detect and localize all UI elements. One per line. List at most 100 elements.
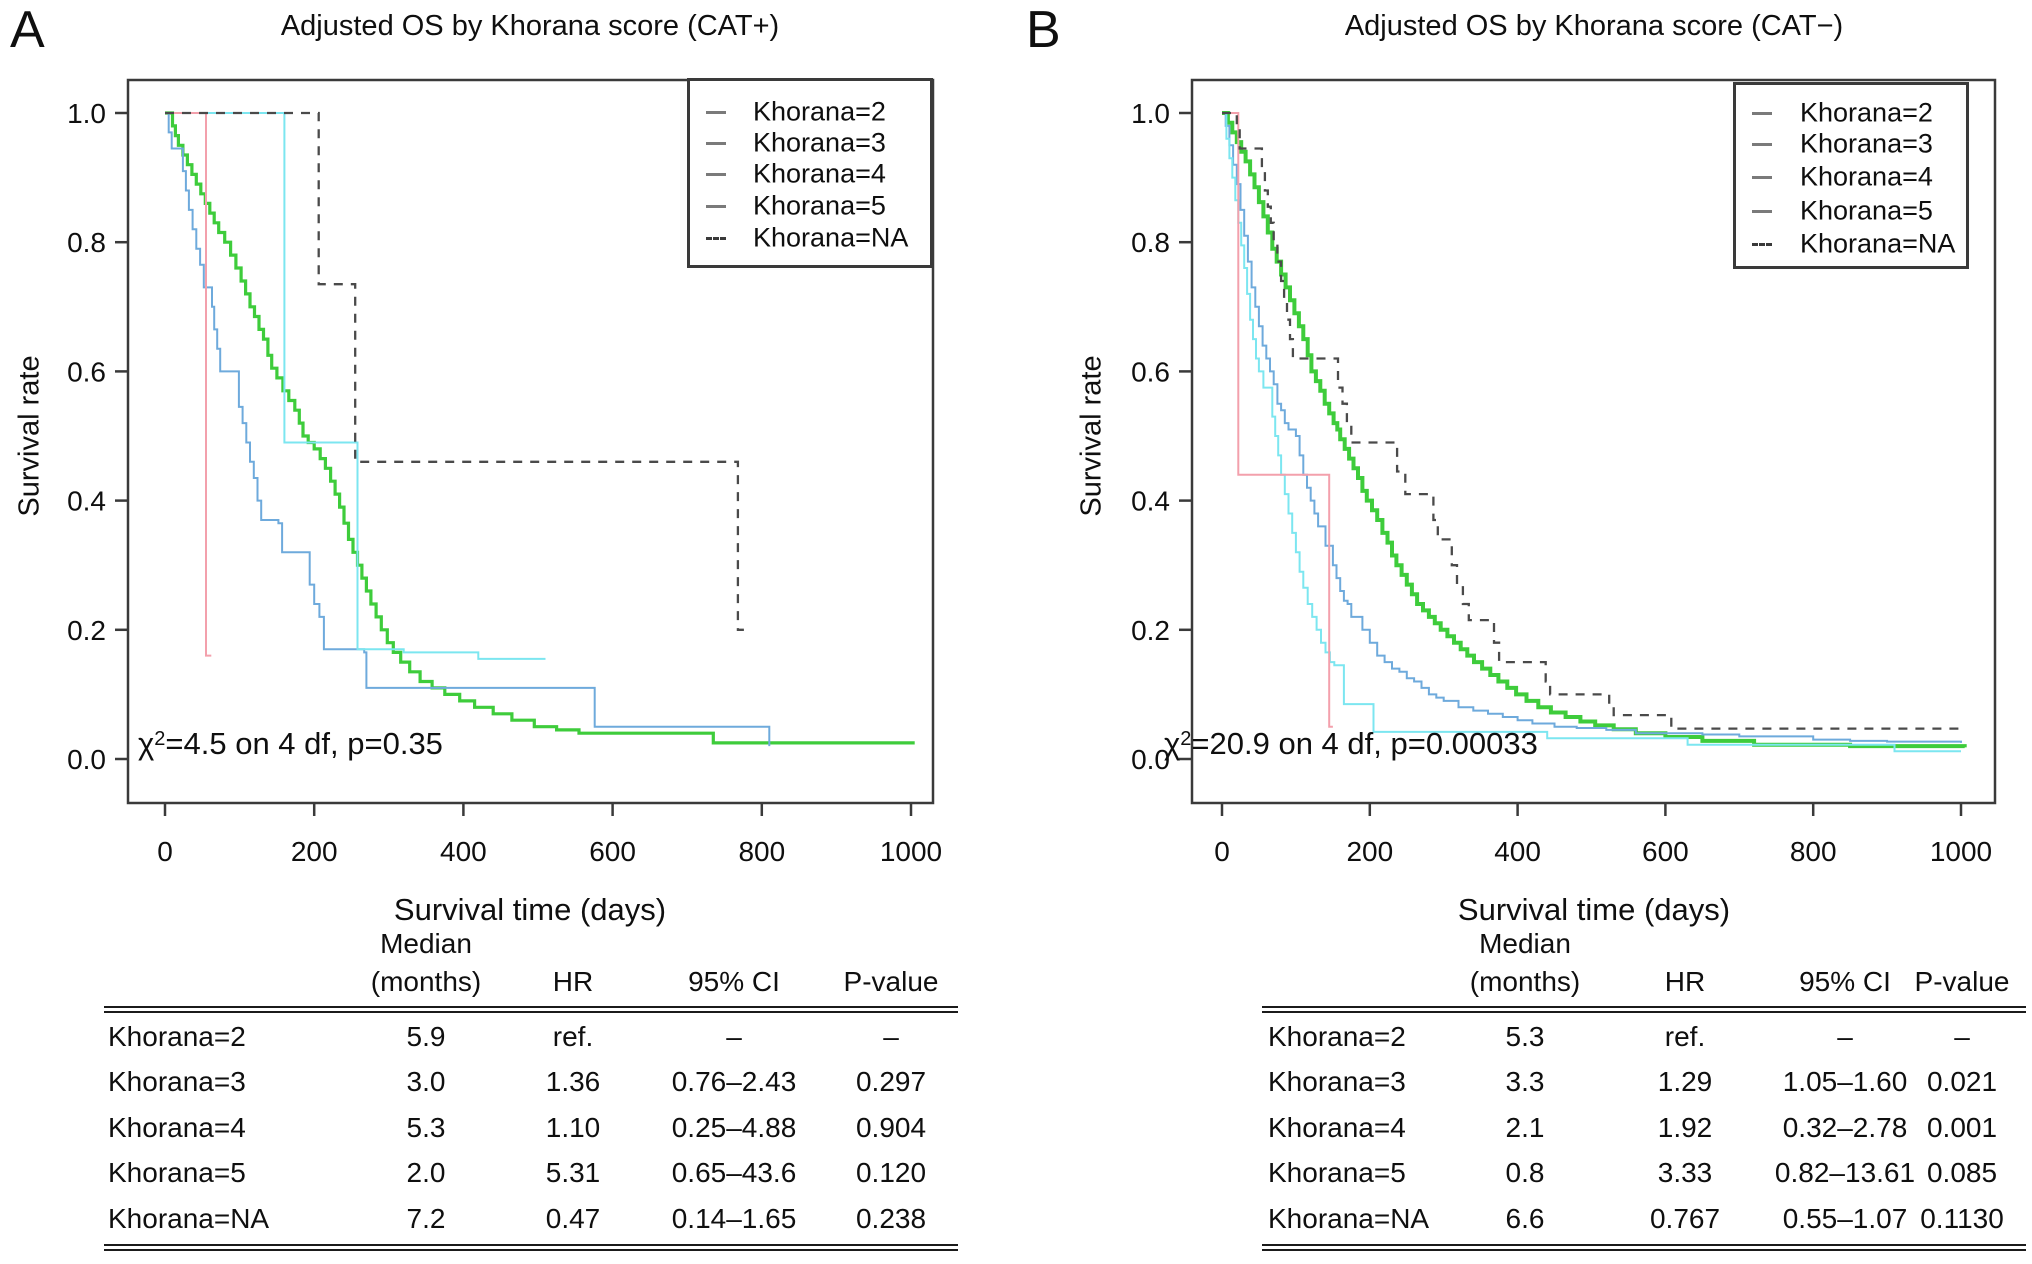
legend-key-dashed-line bbox=[1752, 243, 1772, 246]
table-rule-top-B bbox=[1262, 1006, 2026, 1013]
col-header-median-line1: Median bbox=[380, 928, 472, 959]
y-tick-label: 1.0 bbox=[67, 98, 106, 129]
table-cell-hr: 3.33 bbox=[1657, 1157, 1713, 1188]
y-tick-label: 0.4 bbox=[1131, 486, 1170, 517]
table-row-label: Khorana=2 bbox=[1268, 1021, 1406, 1052]
table-cell-median: 2.1 bbox=[1505, 1112, 1545, 1143]
table-row-label: Khorana=2 bbox=[108, 1021, 246, 1052]
legend-box-B: Khorana=2 Khorana=3 Khorana=4 Khorana=5 Khor… bbox=[1733, 82, 1969, 269]
y-tick-label: 0.2 bbox=[67, 615, 106, 646]
table-cell-pvalue: 0.120 bbox=[855, 1157, 927, 1188]
table-cell-pvalue: 0.904 bbox=[855, 1112, 927, 1143]
chi-exponent: 2 bbox=[154, 728, 166, 750]
km-plot-B: 1.0 0.8 0.6 0.4 0.2 0.0 0 200 400 600 800 1000 bbox=[1131, 78, 1997, 867]
table-cell-hr: 0.47 bbox=[545, 1203, 601, 1234]
table-cell-hr: 5.31 bbox=[545, 1157, 601, 1188]
chi-stat-text: =4.5 on 4 df, p=0.35 bbox=[165, 726, 443, 761]
legend-label: Khorana=4 bbox=[1800, 161, 1933, 192]
legend-key-line bbox=[1752, 143, 1772, 146]
table-cell-hr: ref. bbox=[1664, 1021, 1706, 1052]
chi-square-annotation-B: χ2=20.9 on 4 df, p=0.00033 bbox=[1164, 726, 1538, 762]
table-cell-median: 0.8 bbox=[1505, 1157, 1545, 1188]
col-header-median-line2: (months) bbox=[1469, 966, 1581, 997]
x-axis-label-A: Survival time (days) bbox=[393, 892, 667, 927]
x-tick-label: 0 bbox=[157, 836, 173, 867]
table-cell-hr: 1.92 bbox=[1657, 1112, 1713, 1143]
table-cell-ci: 0.82–13.61 bbox=[1774, 1157, 1916, 1188]
col-header-ci: 95% CI bbox=[688, 966, 780, 997]
legend-key-line bbox=[1752, 112, 1772, 115]
table-cell-median: 2.0 bbox=[406, 1157, 446, 1188]
table-cell-ci: 0.14–1.65 bbox=[671, 1203, 797, 1234]
x-tick-label: 1000 bbox=[1930, 836, 1992, 867]
x-tick-label: 200 bbox=[291, 836, 338, 867]
legend-key-line bbox=[706, 111, 726, 114]
table-cell-hr: 1.36 bbox=[545, 1066, 601, 1097]
table-cell-ci: 0.65–43.6 bbox=[671, 1157, 797, 1188]
y-axis-label-A: Survival rate bbox=[13, 355, 46, 517]
table-cell-median: 5.9 bbox=[406, 1021, 446, 1052]
km-curve-khorana-3 bbox=[165, 112, 771, 747]
panel-title-A: Adjusted OS by Khorana score (CAT+) bbox=[280, 10, 780, 42]
col-header-ci: 95% CI bbox=[1799, 966, 1891, 997]
col-header-hr: HR bbox=[552, 966, 594, 997]
table-row-label: Khorana=4 bbox=[1268, 1112, 1406, 1143]
table-cell-pvalue: – bbox=[883, 1021, 899, 1052]
y-tick-label: 0.8 bbox=[67, 227, 106, 258]
table-cell-ci: – bbox=[726, 1021, 742, 1052]
table-rule-bottom-A bbox=[104, 1244, 958, 1251]
table-cell-median: 5.3 bbox=[1505, 1021, 1545, 1052]
legend-key-line bbox=[1752, 210, 1772, 213]
km-curve-khorana-na bbox=[165, 111, 744, 631]
legend-label: Khorana=3 bbox=[1800, 128, 1933, 159]
legend-key-line bbox=[706, 142, 726, 145]
table-cell-ci: 1.05–1.60 bbox=[1782, 1066, 1908, 1097]
table-cell-pvalue: 0.001 bbox=[1926, 1112, 1998, 1143]
table-cell-hr: ref. bbox=[552, 1021, 594, 1052]
y-tick-label: 0.0 bbox=[67, 744, 106, 775]
table-cell-ci: 0.76–2.43 bbox=[671, 1066, 797, 1097]
chi-exponent: 2 bbox=[1180, 728, 1192, 750]
legend-label: Khorana=4 bbox=[753, 158, 886, 189]
table-row-label: Khorana=3 bbox=[108, 1066, 246, 1097]
table-cell-pvalue: 0.021 bbox=[1926, 1066, 1998, 1097]
panel-title-B: Adjusted OS by Khorana score (CAT−) bbox=[1344, 10, 1844, 42]
table-cell-median: 6.6 bbox=[1505, 1203, 1545, 1234]
col-header-pvalue: P-value bbox=[843, 966, 939, 997]
x-tick-label: 1000 bbox=[880, 836, 942, 867]
y-tick-label: 0.4 bbox=[67, 486, 106, 517]
table-cell-pvalue: – bbox=[1954, 1021, 1970, 1052]
table-rule-top-A bbox=[104, 1006, 958, 1013]
table-cell-median: 5.3 bbox=[406, 1112, 446, 1143]
table-row-label: Khorana=5 bbox=[108, 1157, 246, 1188]
legend-key-line bbox=[706, 205, 726, 208]
y-tick-label: 1.0 bbox=[1131, 98, 1170, 129]
legend-label: Khorana=2 bbox=[753, 96, 886, 127]
x-tick-label: 400 bbox=[440, 836, 487, 867]
legend-label: Khorana=5 bbox=[753, 190, 886, 221]
table-cell-hr: 1.29 bbox=[1657, 1066, 1713, 1097]
x-tick-label: 600 bbox=[589, 836, 636, 867]
y-tick-label: 0.0 bbox=[1131, 744, 1170, 775]
y-tick-label: 0.8 bbox=[1131, 227, 1170, 258]
col-header-median-line1: Median bbox=[1479, 928, 1571, 959]
table-cell-median: 3.0 bbox=[406, 1066, 446, 1097]
table-cell-ci: 0.55–1.07 bbox=[1782, 1203, 1908, 1234]
legend-label: Khorana=3 bbox=[753, 127, 886, 158]
km-plot-A: 1.0 0.8 0.6 0.4 0.2 0.0 0 200 400 600 800 1000 bbox=[67, 78, 942, 867]
table-row-label: Khorana=NA bbox=[1268, 1203, 1430, 1234]
panel-B: B Adjusted OS by Khorana score (CAT−) 1.… bbox=[1016, 0, 2032, 1264]
table-cell-median: 7.2 bbox=[406, 1203, 446, 1234]
table-cell-ci: – bbox=[1837, 1021, 1853, 1052]
table-row-label: Khorana=3 bbox=[1268, 1066, 1406, 1097]
x-tick-label: 0 bbox=[1214, 836, 1230, 867]
chi-stat-text: =20.9 on 4 df, p=0.00033 bbox=[1191, 726, 1538, 761]
x-tick-label: 800 bbox=[738, 836, 785, 867]
table-row-label: Khorana=5 bbox=[1268, 1157, 1406, 1188]
table-row-label: Khorana=4 bbox=[108, 1112, 246, 1143]
table-cell-hr: 0.767 bbox=[1649, 1203, 1721, 1234]
legend-box-A: Khorana=2 Khorana=3 Khorana=4 Khorana=5 Khor… bbox=[687, 78, 933, 268]
table-row-label: Khorana=NA bbox=[108, 1203, 270, 1234]
legend-label: Khorana=5 bbox=[1800, 195, 1933, 226]
